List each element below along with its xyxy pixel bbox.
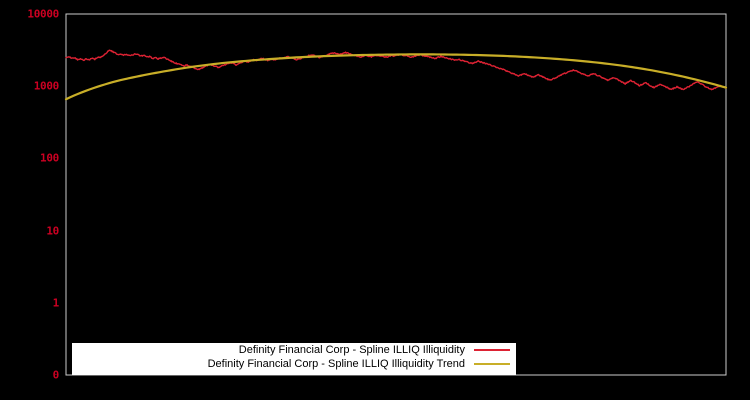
legend-item-label: Definity Financial Corp - Spline ILLIQ I… bbox=[207, 358, 465, 370]
legend-item[interactable]: Definity Financial Corp - Spline ILLIQ I… bbox=[72, 343, 516, 357]
series-line-illiquidity-trend bbox=[64, 53, 728, 101]
chart-legend: Definity Financial Corp - Spline ILLIQ I… bbox=[72, 343, 516, 375]
legend-item-label: Definity Financial Corp - Spline ILLIQ I… bbox=[238, 344, 465, 356]
series-layer bbox=[64, 49, 728, 101]
y-axis-tick-label: 0 bbox=[52, 368, 60, 382]
legend-color-swatch bbox=[474, 349, 510, 351]
y-axis-tick-label: 10000 bbox=[27, 7, 59, 21]
y-axis-tick-label: 1 bbox=[52, 296, 60, 310]
plot-area-border bbox=[65, 13, 727, 376]
y-axis-tick-label: 10 bbox=[46, 224, 59, 238]
legend-color-swatch bbox=[474, 363, 510, 365]
axis-frame bbox=[65, 13, 727, 376]
y-axis-tick-label: 1000 bbox=[33, 79, 60, 93]
legend-item[interactable]: Definity Financial Corp - Spline ILLIQ I… bbox=[72, 357, 516, 371]
y-axis-tick-label: 100 bbox=[40, 151, 59, 165]
